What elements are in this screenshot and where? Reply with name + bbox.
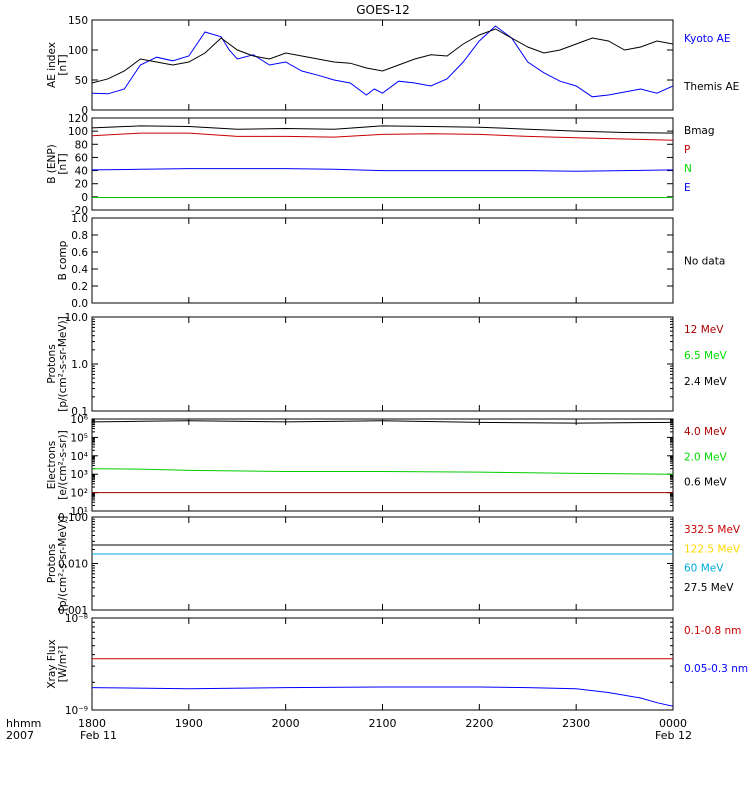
legend-entry: 332.5 MeV <box>684 524 741 536</box>
x-tick-label: 1900 <box>175 717 203 730</box>
legend-entry: Kyoto AE <box>684 33 730 45</box>
series-line-0-6-mev <box>92 420 673 424</box>
y-axis-label: B comp <box>57 240 69 280</box>
y-axis-label: AE index[nT] <box>46 42 69 88</box>
y-tick-label: 0.010 <box>58 559 88 571</box>
panel-xray: 10⁻⁹ 10⁻⁸ Xray Flux[W/m²] 0.1-0.8 nm 0.05-0.… <box>46 613 748 717</box>
time-axis-date-right: Feb 12 <box>655 729 692 742</box>
y-tick-label: 80 <box>75 139 88 151</box>
y-axis-label: Protons[p/(cm²-s-sr-MeV)] <box>46 516 69 611</box>
legend-entry: 0.05-0.3 nm <box>684 663 748 675</box>
time-axis-corner-top: hhmm <box>6 717 41 730</box>
y-tick-label: 0.6 <box>71 247 88 259</box>
y-tick-label: 10⁴ <box>70 451 88 463</box>
x-tick-label: 0000 <box>659 717 687 730</box>
y-tick-label: 100 <box>68 126 88 138</box>
y-tick-label: 1.0 <box>71 359 88 371</box>
legend-entry: 2.4 MeV <box>684 376 728 388</box>
y-tick-label: 0.4 <box>71 264 88 276</box>
legend-entry: 27.5 MeV <box>684 582 734 594</box>
legend-entry: P <box>684 144 690 156</box>
panel-frame <box>91 617 674 711</box>
y-tick-label: 50 <box>75 75 88 87</box>
legend-entry: E <box>684 182 691 194</box>
y-tick-label: 60 <box>75 152 88 164</box>
panel-electrons: 10¹ 10² 10³ 10⁴ 10⁵ 10⁶Electrons[e/(cm²-s-sr)… <box>46 414 728 518</box>
x-tick-label: 1800 <box>78 717 106 730</box>
series-line-e <box>92 168 673 172</box>
legend-entry: 12 MeV <box>684 324 724 336</box>
legend-entry: 2.0 MeV <box>684 451 728 463</box>
x-tick-label: 2000 <box>272 717 300 730</box>
y-tick-label: 10³ <box>70 469 88 481</box>
series-line-2-0-mev <box>92 468 673 475</box>
series-line-p <box>92 132 673 141</box>
panel-ae: 0 50 100 150 AE index[nT] Kyoto AE Themis AE <box>46 15 739 117</box>
y-tick-label: 10¹ <box>70 506 88 518</box>
legend-entry: N <box>684 163 692 175</box>
y-axis-label: Electrons[e/(cm²-s-sr)] <box>46 430 69 499</box>
y-tick-label: 10² <box>70 488 88 500</box>
panel-frame <box>91 19 674 111</box>
x-tick-label: 2100 <box>369 717 397 730</box>
plot-title: GOES-12 <box>356 3 410 17</box>
y-axis-label: Xray Flux[W/m²] <box>46 639 69 688</box>
y-tick-label: 0.0 <box>71 298 88 310</box>
y-axis-label: Protons[p/(cm²-s-sr-MeV)] <box>46 316 69 411</box>
y-tick-label: -20 <box>71 205 88 217</box>
y-tick-label: 10⁶ <box>70 414 88 426</box>
time-axis: hhmm 2007 Feb 11 Feb 12 1800 1900 2000 2100… <box>6 717 692 742</box>
series-line-themis-ae <box>92 28 673 84</box>
panel-frame <box>91 316 674 412</box>
panel-protons_high: 0.001 0.010 0.100Protons[p/(cm²-s-sr-MeV)]… <box>46 512 741 617</box>
x-tick-label: 2200 <box>465 717 493 730</box>
y-tick-label: 10⁻⁸ <box>65 613 88 625</box>
series-line-0-05-0-3-nm <box>92 686 673 707</box>
y-tick-label: 0.8 <box>71 230 88 242</box>
y-tick-label: 40 <box>75 166 88 178</box>
series-line-bmag <box>92 125 673 134</box>
y-tick-label: 0.100 <box>58 512 88 524</box>
panel-frame <box>91 217 674 304</box>
y-tick-label: 0.2 <box>71 281 88 293</box>
y-tick-label: 1.0 <box>71 213 88 225</box>
panel-note: No data <box>684 256 725 268</box>
y-tick-label: 0.1 <box>71 406 88 418</box>
y-tick-label: 0 <box>81 105 88 117</box>
y-tick-label: 100 <box>68 45 88 57</box>
y-tick-label: 10.0 <box>65 312 88 324</box>
time-axis-date-left: Feb 11 <box>80 729 117 742</box>
time-axis-corner-bottom: 2007 <box>6 729 34 742</box>
y-axis-label: B (ENP)[nT] <box>46 144 69 184</box>
legend-entry: 60 MeV <box>684 563 724 575</box>
panel-bcomp: 0.0 0.2 0.4 0.6 0.8 1.0 B comp No data <box>57 213 725 310</box>
y-tick-label: 0.001 <box>58 605 88 617</box>
legend-entry: Themis AE <box>683 81 739 93</box>
legend-entry: 0.1-0.8 nm <box>684 625 741 637</box>
legend-entry: 122.5 MeV <box>684 543 741 555</box>
y-tick-label: 20 <box>75 179 88 191</box>
legend-entry: 4.0 MeV <box>684 426 728 438</box>
legend-entry: Bmag <box>684 125 715 137</box>
legend-entry: 6.5 MeV <box>684 350 728 362</box>
series-line-kyoto-ae <box>92 25 673 98</box>
y-tick-label: 150 <box>68 15 88 27</box>
y-tick-label: 120 <box>68 113 88 125</box>
y-tick-label: 10⁵ <box>70 432 88 444</box>
y-tick-label: 10⁻⁹ <box>65 705 88 717</box>
y-tick-label: 0 <box>81 192 88 204</box>
panel-frame <box>91 418 674 512</box>
panel-frame <box>91 516 674 611</box>
legend-entry: 0.6 MeV <box>684 477 728 489</box>
x-tick-label: 2300 <box>562 717 590 730</box>
